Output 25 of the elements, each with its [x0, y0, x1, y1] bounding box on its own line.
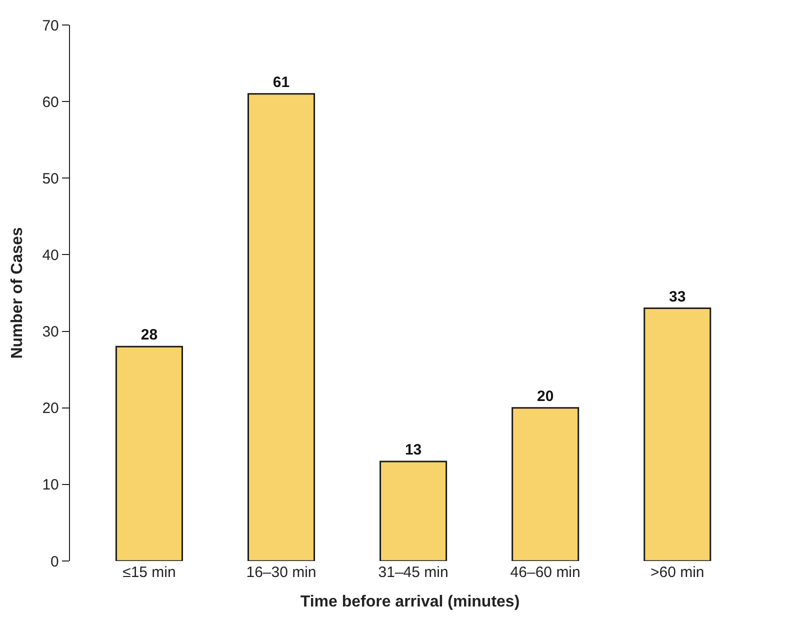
- y-tick-label: 20: [42, 400, 59, 418]
- y-tick-label: 0: [50, 553, 59, 570]
- data-label: 33: [669, 288, 686, 306]
- y-axis-title: Number of Cases: [9, 227, 26, 359]
- x-tick-label: 16–30 min: [246, 564, 316, 581]
- data-label: 61: [272, 74, 290, 91]
- bar: [380, 460, 448, 561]
- x-tick-label: 46–60 min: [510, 564, 580, 581]
- x-tick-label: >60 min: [650, 564, 704, 581]
- x-tick-label: ≤15 min: [122, 564, 176, 581]
- data-label: 28: [140, 326, 158, 344]
- data-label: 20: [536, 388, 554, 405]
- y-tick-label: 60: [42, 94, 59, 111]
- x-tick-label: 31–45 min: [378, 564, 448, 581]
- y-tick-label: 50: [42, 170, 59, 188]
- bar: [115, 346, 183, 561]
- bar: [512, 407, 580, 561]
- data-label: 13: [404, 441, 422, 458]
- y-tick-label: 40: [42, 246, 59, 264]
- y-tick-label: 70: [42, 17, 59, 34]
- y-tick-label: 10: [42, 476, 59, 494]
- bar: [248, 93, 316, 561]
- y-tick-label: 30: [42, 324, 59, 341]
- x-axis-title: Time before arrival (minutes): [300, 594, 520, 611]
- bar: [644, 308, 712, 561]
